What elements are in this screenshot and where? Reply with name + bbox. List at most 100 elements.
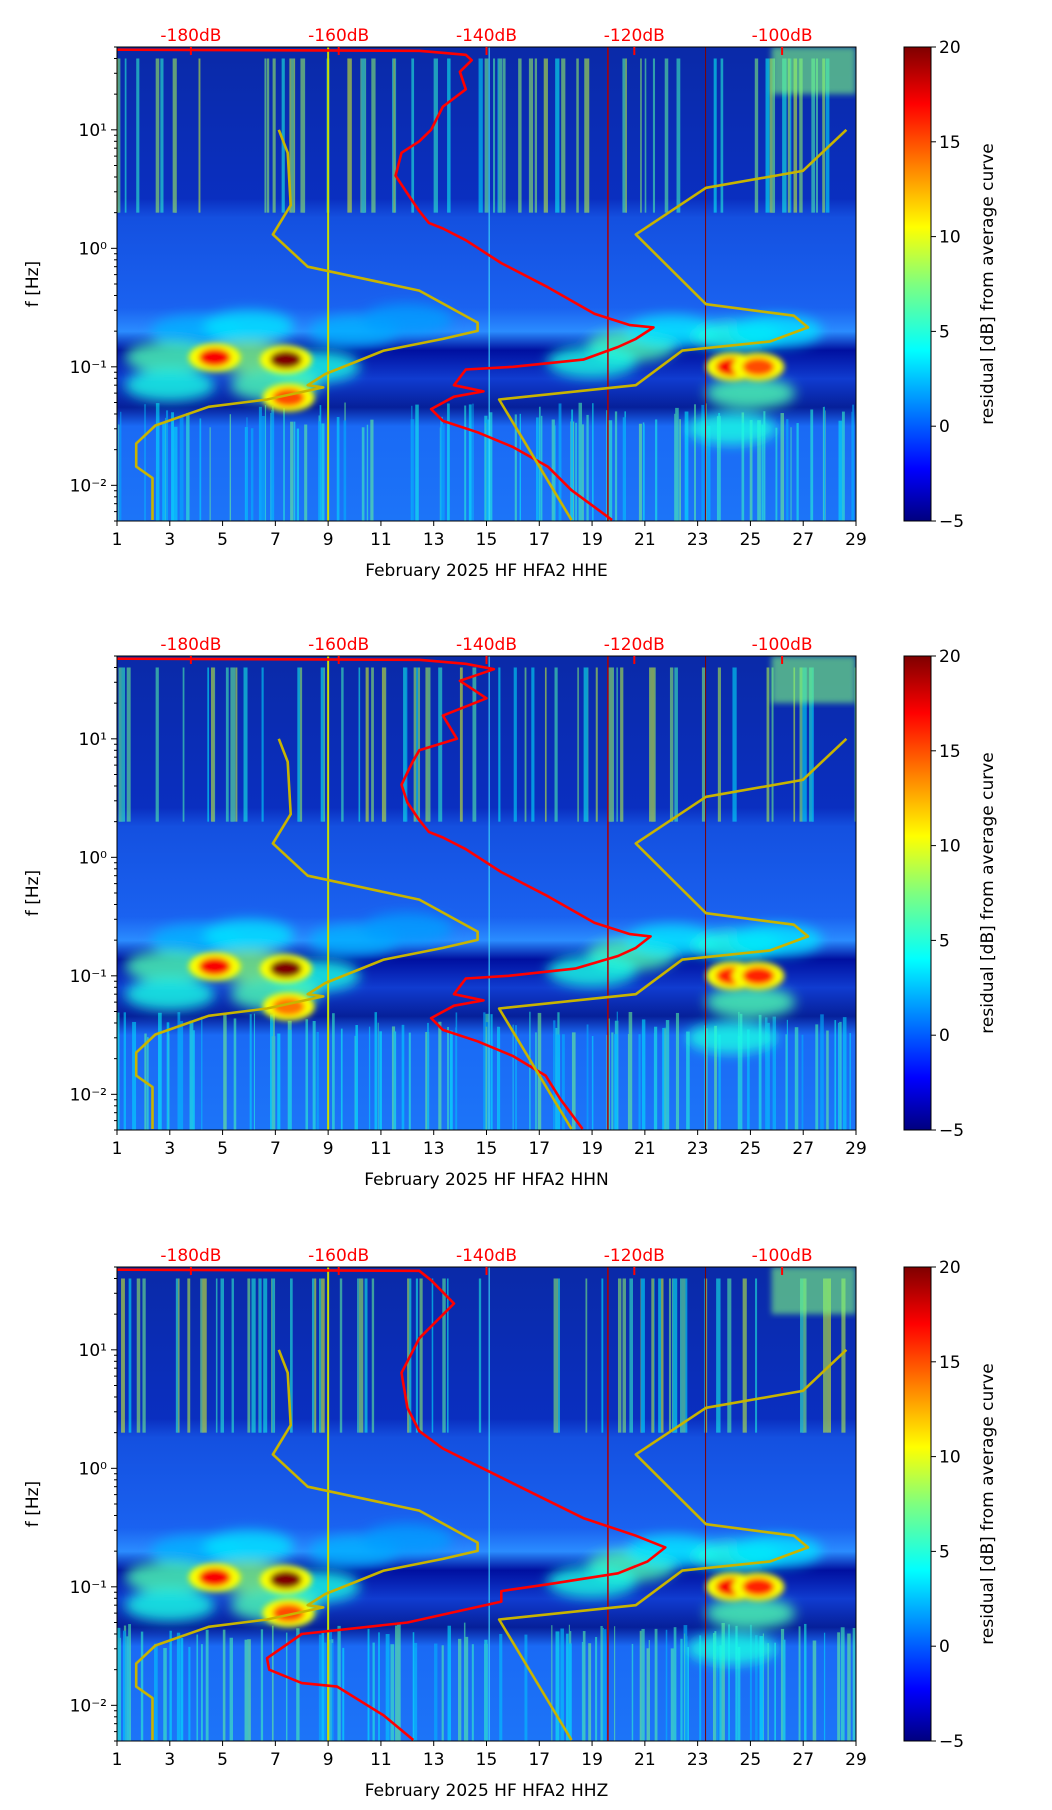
streak	[366, 424, 369, 521]
streak	[438, 1021, 442, 1130]
streak	[585, 1278, 588, 1433]
streak	[305, 1019, 309, 1130]
streak	[314, 1278, 317, 1433]
y-tick-label: 10⁻²	[70, 1696, 107, 1716]
x-tick-label: 5	[217, 1750, 228, 1770]
streak	[683, 1625, 688, 1741]
streak	[361, 58, 366, 213]
streak	[659, 1278, 664, 1433]
colorbar-tick-label: 15	[939, 1353, 961, 1373]
streak	[246, 417, 248, 521]
streak	[463, 1622, 466, 1741]
streak	[447, 403, 450, 521]
streak	[840, 1627, 845, 1741]
noise-blob	[731, 924, 822, 957]
streak	[381, 667, 386, 822]
streak	[340, 1028, 343, 1130]
streak	[200, 1278, 204, 1433]
streak	[264, 58, 267, 213]
streak	[658, 1278, 662, 1433]
streak	[519, 413, 521, 521]
streak	[180, 1638, 184, 1741]
streak	[670, 1648, 675, 1741]
streak	[638, 1034, 641, 1130]
x-tick-label: 13	[423, 1139, 445, 1159]
streak	[571, 409, 574, 521]
streak	[292, 58, 296, 213]
streak	[601, 1278, 604, 1433]
streak	[378, 1632, 380, 1741]
streak	[839, 1021, 842, 1130]
streak	[261, 667, 264, 822]
noise-blob	[203, 1530, 294, 1563]
noise-blob	[686, 1632, 777, 1665]
streak	[196, 1634, 199, 1741]
streak	[787, 58, 791, 213]
colorbar-tick-label: 10	[939, 228, 961, 248]
streak	[780, 1628, 785, 1741]
streak	[561, 1034, 565, 1130]
streak	[842, 1017, 847, 1130]
streak	[536, 417, 539, 521]
streak	[136, 58, 140, 213]
streak	[347, 58, 352, 213]
streak	[126, 667, 131, 822]
streak	[804, 1634, 807, 1741]
streak	[266, 58, 270, 213]
streak	[447, 58, 451, 213]
streak	[407, 1278, 410, 1433]
streak	[534, 58, 538, 213]
streak	[244, 1639, 249, 1741]
streak	[763, 411, 766, 521]
streak	[655, 419, 658, 521]
streak	[529, 1011, 531, 1130]
streak	[585, 667, 588, 822]
streak	[128, 1624, 131, 1741]
streak	[395, 1625, 398, 1741]
streak	[472, 403, 474, 521]
streak	[607, 1018, 610, 1130]
streak	[318, 1634, 322, 1741]
streak	[186, 413, 190, 521]
streak	[665, 1020, 670, 1130]
streak	[179, 416, 184, 521]
streak	[290, 1278, 293, 1433]
streak	[484, 1643, 488, 1741]
streak	[199, 418, 202, 521]
colorbar-label: residual [dB] from average curve	[978, 1363, 998, 1644]
streak	[464, 1636, 469, 1741]
streak	[223, 1013, 227, 1130]
streak	[233, 1018, 237, 1130]
streak	[442, 1278, 446, 1433]
streak	[447, 1026, 449, 1130]
streak	[524, 1634, 528, 1741]
streak	[188, 1646, 191, 1741]
streak	[673, 1627, 677, 1741]
colorbar-tick-label: 0	[939, 1026, 950, 1046]
streak	[415, 404, 419, 521]
streak	[201, 1016, 203, 1130]
streak	[749, 420, 753, 521]
streak	[681, 1278, 686, 1433]
streak	[793, 667, 796, 822]
hotspot	[198, 957, 231, 976]
noise-blob	[203, 919, 294, 952]
streak	[177, 1278, 180, 1433]
streak	[251, 1278, 256, 1433]
streak	[250, 428, 254, 521]
streak	[591, 1036, 594, 1130]
streak	[455, 1012, 458, 1130]
streak	[117, 1012, 120, 1130]
microseism-blobs	[124, 1523, 822, 1665]
x-tick-label: 23	[687, 1139, 709, 1159]
colorbar-tick-label: 10	[939, 1448, 961, 1468]
streak	[560, 1628, 564, 1741]
streak	[478, 58, 483, 213]
streak	[727, 1278, 732, 1433]
streak	[222, 1629, 226, 1741]
streak	[192, 1030, 195, 1130]
streak	[716, 416, 721, 521]
noise-blob	[124, 950, 215, 983]
streak	[578, 402, 583, 521]
